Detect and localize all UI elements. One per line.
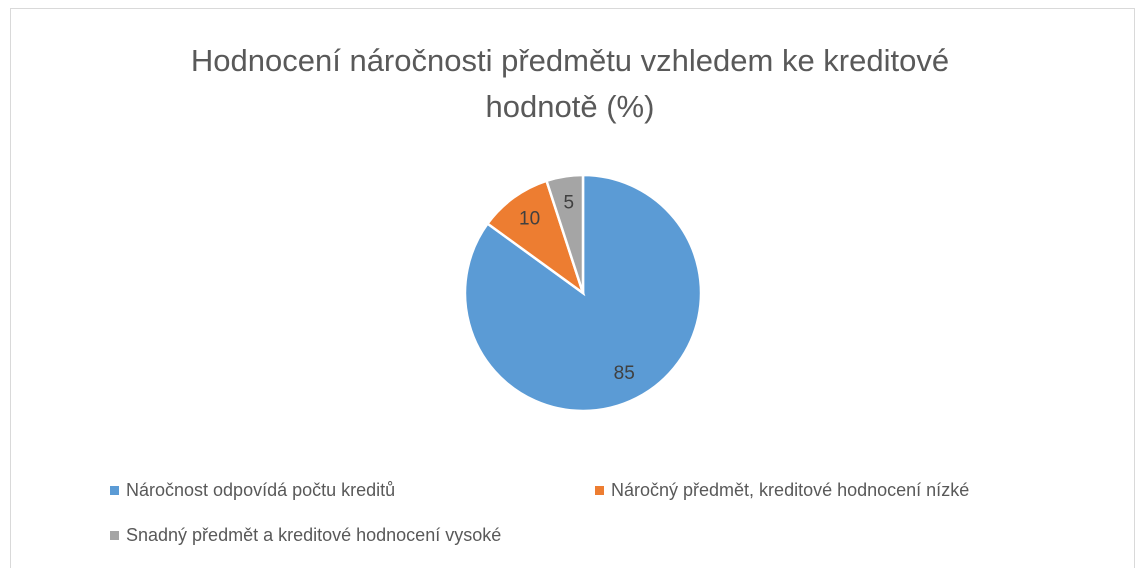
legend-label: Náročný předmět, kreditové hodnocení níz… xyxy=(611,480,970,500)
chart-frame xyxy=(10,8,1135,568)
pie-slice xyxy=(485,179,586,297)
legend-swatch xyxy=(110,531,119,540)
legend-swatch xyxy=(110,486,119,495)
data-label: 85 xyxy=(614,363,635,384)
legend-item: Náročnost odpovídá počtu kreditů xyxy=(110,480,395,501)
legend-item: Snadný předmět a kreditové hodnocení vys… xyxy=(110,525,501,546)
legend-swatch xyxy=(595,486,604,495)
data-label: 5 xyxy=(563,192,574,213)
data-label: 10 xyxy=(519,209,540,230)
legend-label: Snadný předmět a kreditové hodnocení vys… xyxy=(126,525,502,545)
chart: 85 10 5 xyxy=(463,173,703,413)
chart-title: Hodnocení náročnosti předmětu vzhledem k… xyxy=(190,43,950,124)
legend-label: Náročnost odpovídá počtu kreditů xyxy=(126,480,396,500)
pie-slice xyxy=(544,173,585,294)
legend-item: Náročný předmět, kreditové hodnocení níz… xyxy=(595,480,969,501)
